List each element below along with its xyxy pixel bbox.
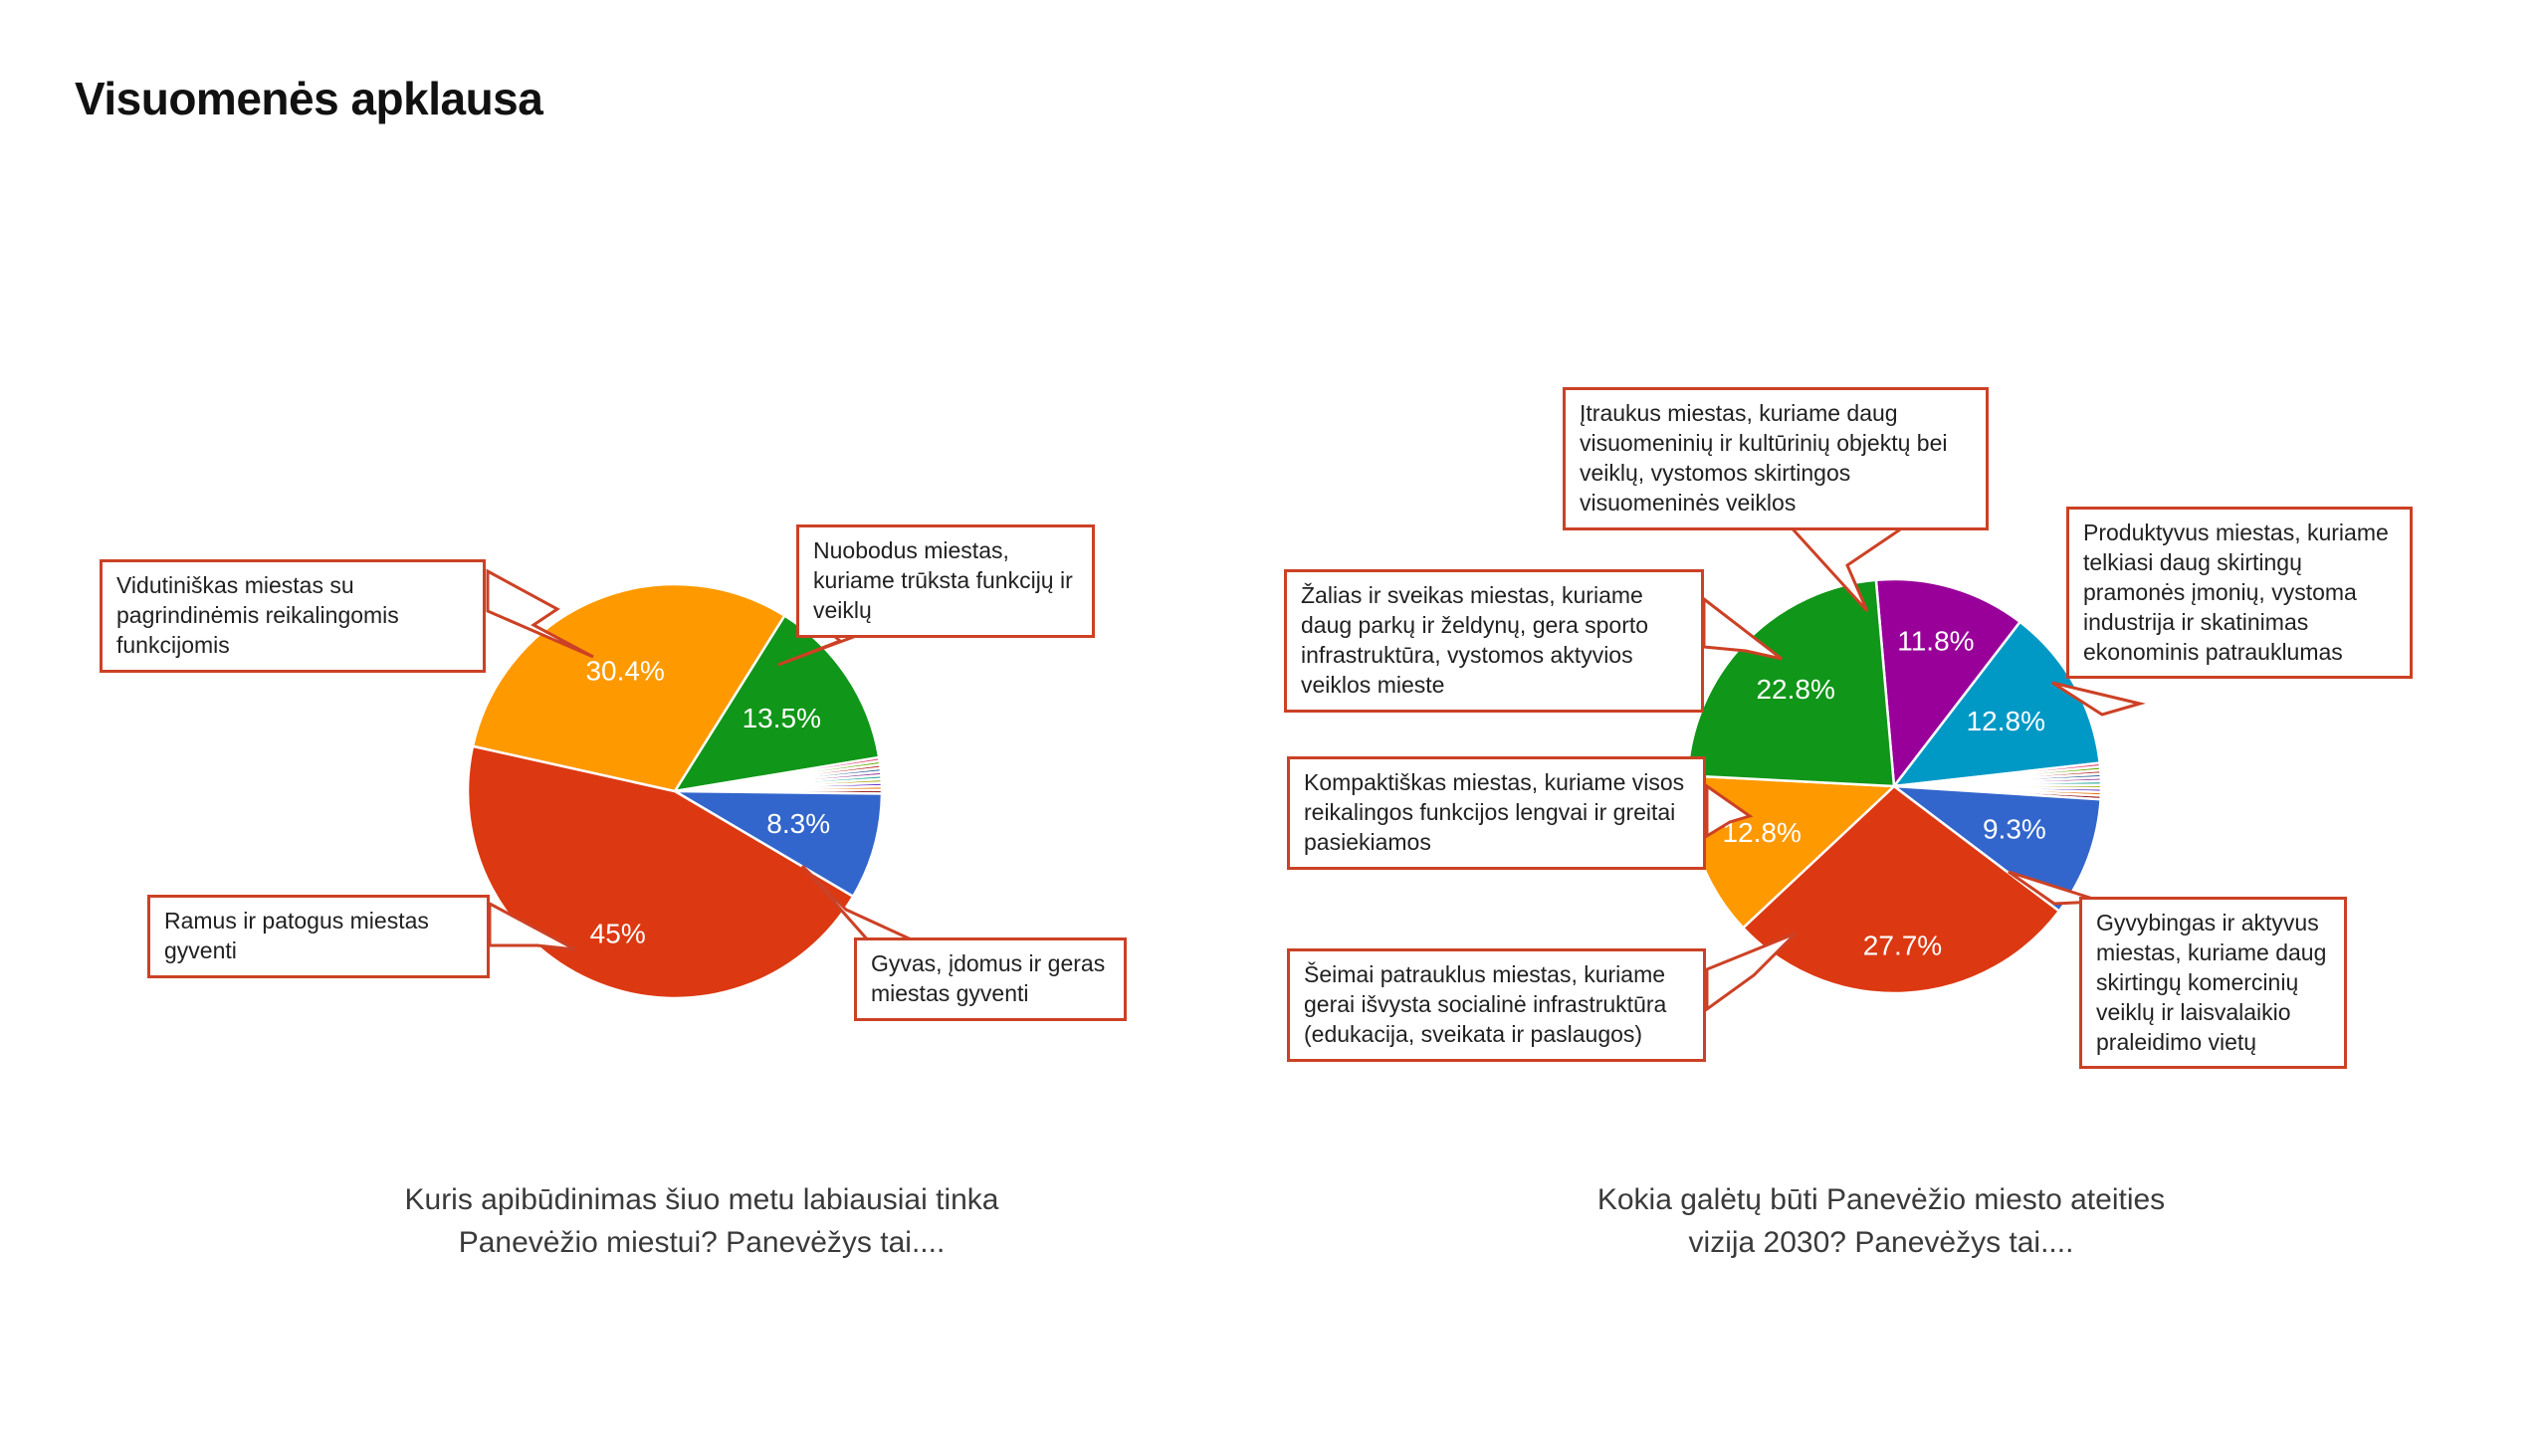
chart-question-line: Panevėžio miestui? Panevėžys tai....	[458, 1225, 946, 1259]
pie-slice-percentage-label: 8.3%	[766, 808, 830, 839]
callout-produktyvus: Produktyvus miestas, kuriame telkiasi da…	[2066, 507, 2413, 680]
chart-question-line: Kokia galėtų būti Panevėžio miesto ateit…	[1596, 1183, 2166, 1216]
callout-ramus: Ramus ir patogus miestas gyventi	[147, 895, 490, 978]
pie-slice-percentage-label: 45%	[590, 918, 646, 948]
pie-chart-current-city: 13.5% 8.3% 45% 30.4%	[466, 582, 884, 1000]
pie-slice-percentage-label: 22.8%	[1756, 674, 1834, 705]
chart-question-current-city: Kuris apibūdinimas šiuo metu labiausiai …	[353, 1179, 1050, 1264]
callout-gyvas: Gyvas, įdomus ir geras miestas gyventi	[854, 937, 1127, 1021]
pie-chart-vision-2030: 11.8% 12.8% 9.3% 27.7% 12.8% 22.8%	[1685, 577, 2103, 995]
callout-vidutiniskas: Vidutiniškas miestas su pagrindinėmis re…	[100, 559, 486, 673]
callout-seimai: Šeimai patrauklus miestas, kuriame gerai…	[1287, 948, 1706, 1062]
callout-nuobodus: Nuobodus miestas, kuriame trūksta funkci…	[796, 524, 1095, 638]
chart-question-line: Kuris apibūdinimas šiuo metu labiausiai …	[404, 1183, 999, 1216]
callout-itraukus: Įtraukus miestas, kuriame daug visuomeni…	[1563, 387, 1989, 530]
pie-slice-percentage-label: 12.8%	[1722, 817, 1801, 848]
pie-slice-percentage-label: 30.4%	[585, 655, 664, 686]
callout-kompaktiskas: Kompaktiškas miestas, kuriame visos reik…	[1287, 756, 1706, 870]
chart-question-line: vizija 2030? Panevėžys tai....	[1688, 1225, 2074, 1259]
pie-slice-percentage-label: 13.5%	[743, 703, 821, 733]
pie-slice-percentage-label: 27.7%	[1863, 930, 1942, 960]
pie-slice-percentage-label: 12.8%	[1967, 706, 2045, 736]
page-title: Visuomenės apklausa	[75, 73, 543, 124]
chart-question-vision-2030: Kokia galėtų būti Panevėžio miesto ateit…	[1533, 1179, 2230, 1264]
callout-zalias: Žalias ir sveikas miestas, kuriame daug …	[1284, 569, 1704, 713]
callout-gyvybingas: Gyvybingas ir aktyvus miestas, kuriame d…	[2079, 897, 2347, 1070]
pie-slice-percentage-label: 9.3%	[1983, 813, 2046, 844]
pie-slice-percentage-label: 11.8%	[1897, 626, 1974, 657]
